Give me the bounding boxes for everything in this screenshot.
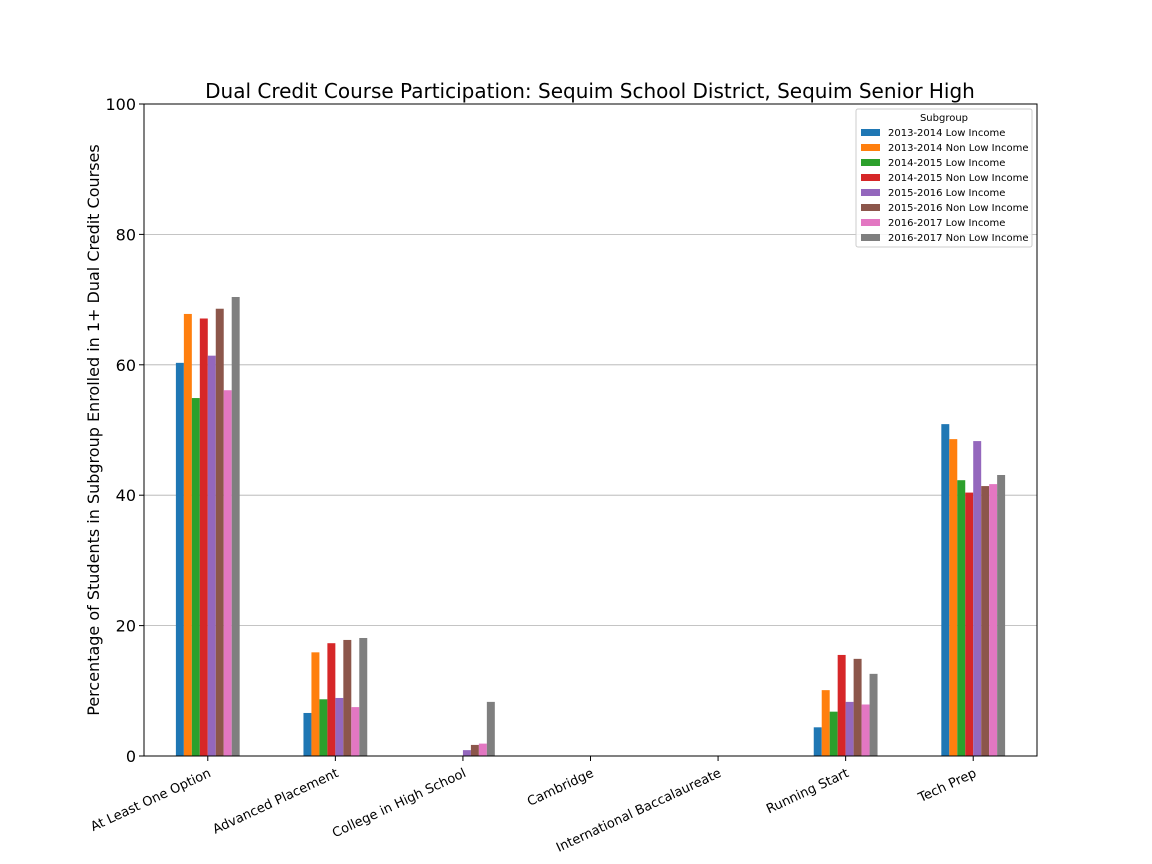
series-group bbox=[191, 398, 966, 756]
legend-label: 2016-2017 Non Low Income bbox=[888, 233, 1028, 244]
legend-label: 2015-2016 Low Income bbox=[888, 188, 1005, 199]
bars bbox=[175, 296, 1006, 756]
bar bbox=[470, 744, 479, 756]
bar bbox=[813, 727, 822, 756]
bar bbox=[231, 296, 240, 756]
legend-swatch bbox=[861, 204, 880, 211]
bar bbox=[207, 355, 216, 756]
y-tick-label: 0 bbox=[126, 747, 136, 766]
legend-label: 2016-2017 Low Income bbox=[888, 218, 1005, 229]
series-group bbox=[199, 318, 974, 756]
series-group bbox=[175, 362, 950, 756]
bar bbox=[821, 690, 830, 756]
bar bbox=[829, 711, 838, 756]
legend-swatch bbox=[861, 174, 880, 181]
bar bbox=[997, 474, 1006, 756]
bar bbox=[973, 441, 982, 756]
bar bbox=[175, 362, 184, 756]
legend-items: 2013-2014 Low Income 2013-2014 Non Low In… bbox=[861, 128, 1028, 244]
legend-label: 2014-2015 Low Income bbox=[888, 158, 1005, 169]
y-axis-label: Percentage of Students in Subgroup Enrol… bbox=[84, 144, 103, 715]
legend-title: Subgroup bbox=[920, 113, 968, 124]
bar bbox=[845, 701, 854, 756]
bar bbox=[335, 697, 344, 756]
gridlines bbox=[144, 233, 1037, 626]
legend-label: 2015-2016 Non Low Income bbox=[888, 203, 1028, 214]
bar bbox=[989, 484, 998, 756]
bar bbox=[215, 308, 224, 756]
bar bbox=[869, 673, 878, 756]
y-axis: 0 20 40 60 80 100 bbox=[105, 95, 144, 766]
bar bbox=[319, 699, 328, 756]
y-tick-label: 20 bbox=[116, 617, 136, 636]
legend-swatch bbox=[861, 189, 880, 196]
x-tick-label: Advanced Placement bbox=[211, 766, 341, 837]
bar bbox=[981, 486, 990, 756]
bar bbox=[359, 637, 368, 756]
legend-swatch bbox=[861, 129, 880, 136]
y-tick-label: 40 bbox=[116, 486, 136, 505]
bar bbox=[343, 639, 352, 756]
y-tick-label: 60 bbox=[116, 356, 136, 375]
bar bbox=[223, 390, 232, 756]
series-group bbox=[223, 390, 998, 756]
chart-title: Dual Credit Course Participation: Sequim… bbox=[205, 79, 975, 103]
bar bbox=[327, 643, 336, 756]
bar bbox=[861, 704, 870, 756]
series-group bbox=[207, 355, 982, 756]
y-tick-label: 100 bbox=[105, 95, 136, 114]
bar bbox=[303, 712, 312, 756]
legend: Subgroup 2013-2014 Low Income 2013-2014 N… bbox=[855, 108, 1033, 248]
legend-label: 2013-2014 Low Income bbox=[888, 128, 1005, 139]
bar bbox=[853, 658, 862, 756]
bar bbox=[478, 743, 487, 756]
legend-swatch bbox=[861, 219, 880, 226]
bar bbox=[199, 318, 208, 756]
bar bbox=[965, 492, 974, 756]
bar bbox=[941, 424, 950, 756]
bar bbox=[191, 398, 200, 756]
legend-label: 2014-2015 Non Low Income bbox=[888, 173, 1028, 184]
bar bbox=[837, 654, 846, 756]
x-tick-label: Running Start bbox=[764, 766, 851, 817]
legend-box bbox=[855, 108, 1033, 248]
bar bbox=[462, 750, 471, 756]
series-group bbox=[231, 296, 1006, 756]
x-tick-label: Cambridge bbox=[525, 766, 596, 810]
legend-swatch bbox=[861, 234, 880, 241]
bar bbox=[486, 701, 495, 756]
legend-swatch bbox=[861, 144, 880, 151]
bar bbox=[183, 313, 192, 756]
legend-label: 2013-2014 Non Low Income bbox=[888, 143, 1028, 154]
y-tick-label: 80 bbox=[116, 225, 136, 244]
bar bbox=[311, 652, 320, 756]
x-tick-label: At Least One Option bbox=[89, 766, 214, 835]
x-tick-label: Tech Prep bbox=[915, 766, 979, 806]
bar bbox=[949, 439, 958, 756]
bar bbox=[957, 480, 966, 756]
legend-swatch bbox=[861, 159, 880, 166]
series-group bbox=[183, 313, 958, 756]
series-group bbox=[215, 308, 990, 756]
bar bbox=[351, 707, 360, 756]
x-tick-label: College in High School bbox=[330, 766, 468, 841]
